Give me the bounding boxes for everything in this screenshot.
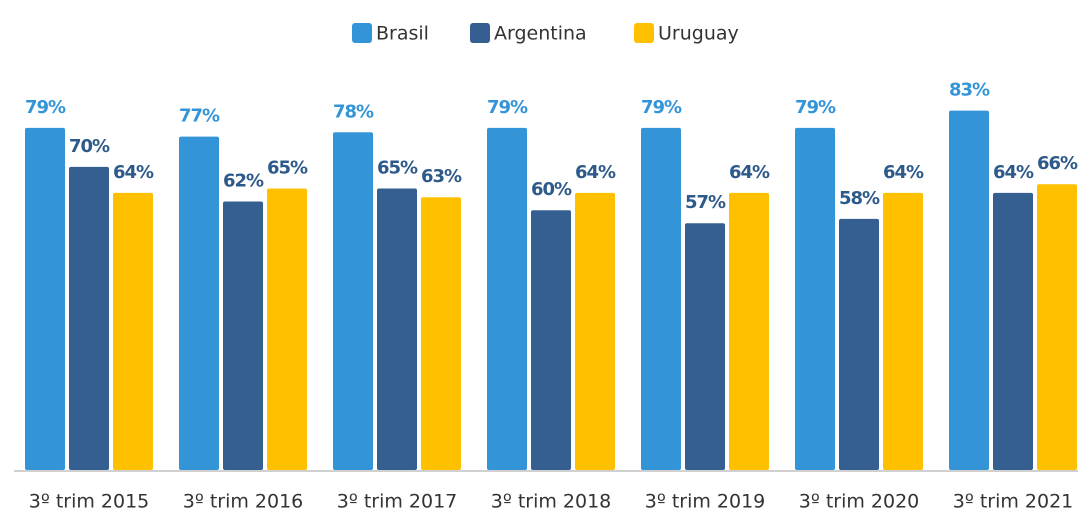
bar [883, 192, 923, 470]
value-label: 65% [377, 158, 418, 179]
bar [949, 110, 989, 471]
bar [729, 192, 769, 470]
legend-label: Uruguay [658, 23, 739, 45]
value-label: 65% [267, 158, 308, 179]
legend-label: Brasil [376, 23, 429, 45]
x-tick-label: 3º trim 2015 [29, 491, 150, 513]
value-label: 60% [531, 179, 572, 200]
bar [1037, 184, 1077, 470]
x-tick-label: 3º trim 2018 [491, 491, 612, 513]
value-label: 58% [839, 188, 880, 209]
value-label: 77% [179, 106, 220, 127]
value-label: 79% [487, 97, 528, 118]
value-label: 64% [993, 162, 1034, 183]
legend-label: Argentina [494, 23, 587, 45]
x-tick-label: 3º trim 2021 [953, 491, 1074, 513]
bar [641, 127, 681, 471]
bar [179, 136, 219, 470]
value-label: 64% [575, 162, 616, 183]
bar [795, 127, 835, 471]
bar [333, 132, 373, 470]
value-label: 79% [641, 97, 682, 118]
bar [421, 197, 461, 470]
bar [377, 188, 417, 471]
bar [685, 223, 725, 470]
bar [223, 201, 263, 471]
value-label: 66% [1037, 153, 1078, 174]
x-tick-label: 3º trim 2019 [645, 491, 766, 513]
value-label: 63% [421, 166, 462, 187]
bar [69, 166, 109, 470]
value-label: 78% [333, 101, 374, 122]
bar [25, 127, 65, 471]
value-label: 57% [685, 192, 726, 213]
bar [575, 192, 615, 470]
x-tick-label: 3º trim 2020 [799, 491, 920, 513]
value-label: 64% [729, 162, 770, 183]
bar [993, 192, 1033, 470]
bar [531, 210, 571, 470]
value-label: 83% [949, 80, 990, 101]
bar [267, 188, 307, 471]
bar [487, 127, 527, 471]
legend-swatch [634, 23, 654, 43]
x-tick-label: 3º trim 2016 [183, 491, 304, 513]
legend-swatch [470, 23, 490, 43]
legend-swatch [352, 23, 372, 43]
value-label: 79% [795, 97, 836, 118]
x-tick-label: 3º trim 2017 [337, 491, 458, 513]
value-label: 64% [113, 162, 154, 183]
value-label: 79% [25, 97, 66, 118]
bar [113, 192, 153, 470]
value-label: 70% [69, 136, 110, 157]
bar [839, 218, 879, 470]
value-label: 62% [223, 171, 264, 192]
value-label: 64% [883, 162, 924, 183]
